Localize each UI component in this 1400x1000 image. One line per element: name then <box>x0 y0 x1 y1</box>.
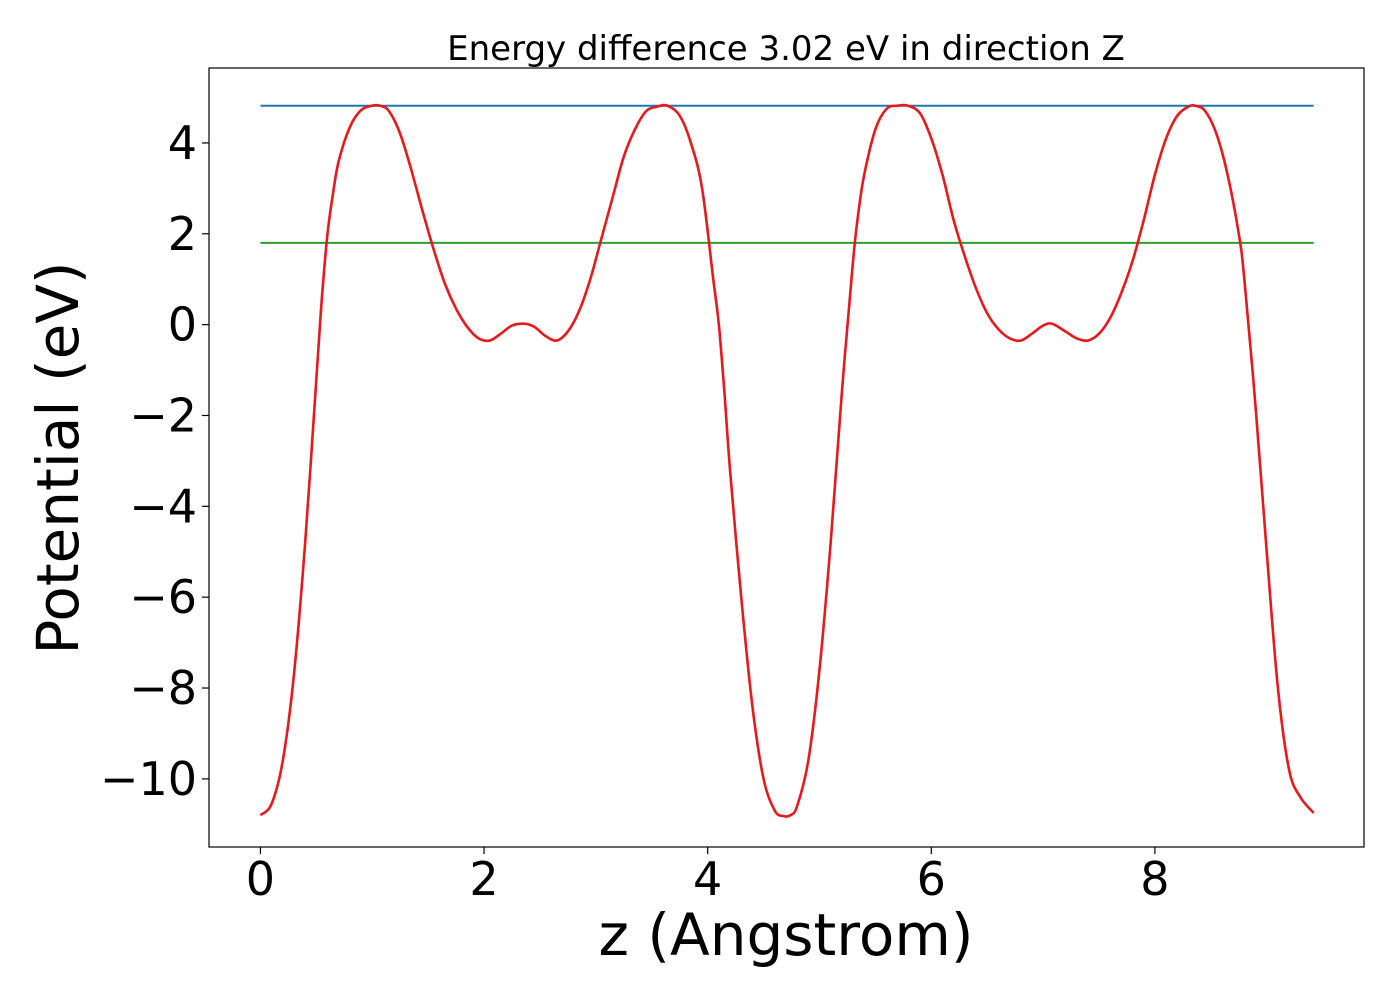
x-tick-label: 0 <box>246 852 275 906</box>
plot-frame <box>208 67 1365 848</box>
y-tick-label: −8 <box>129 661 197 715</box>
potential-curve <box>259 103 1315 818</box>
y-axis: 4 2 0 −2 −4 −6 −8 −10 <box>100 116 209 806</box>
x-tick-label: 8 <box>1140 852 1169 906</box>
y-tick-label: 2 <box>168 207 197 261</box>
plot-area <box>208 67 1365 848</box>
x-tick-label: 6 <box>917 852 946 906</box>
x-tick-label: 2 <box>469 852 498 906</box>
y-tick-label: 4 <box>168 116 197 170</box>
x-tick-label: 4 <box>693 852 722 906</box>
chart-title: Energy difference 3.02 eV in direction Z <box>447 29 1125 69</box>
x-axis: 0 2 4 6 8 <box>246 847 1170 906</box>
y-tick-label: 0 <box>168 298 197 352</box>
y-tick-label: −2 <box>129 388 197 442</box>
y-tick-label: −4 <box>129 479 197 533</box>
series-layer <box>259 103 1315 818</box>
y-axis-label: Potential (eV) <box>24 261 92 654</box>
x-axis-label: z (Angstrom) <box>599 901 974 969</box>
y-tick-label: −10 <box>100 752 197 806</box>
y-tick-label: −6 <box>129 570 197 624</box>
